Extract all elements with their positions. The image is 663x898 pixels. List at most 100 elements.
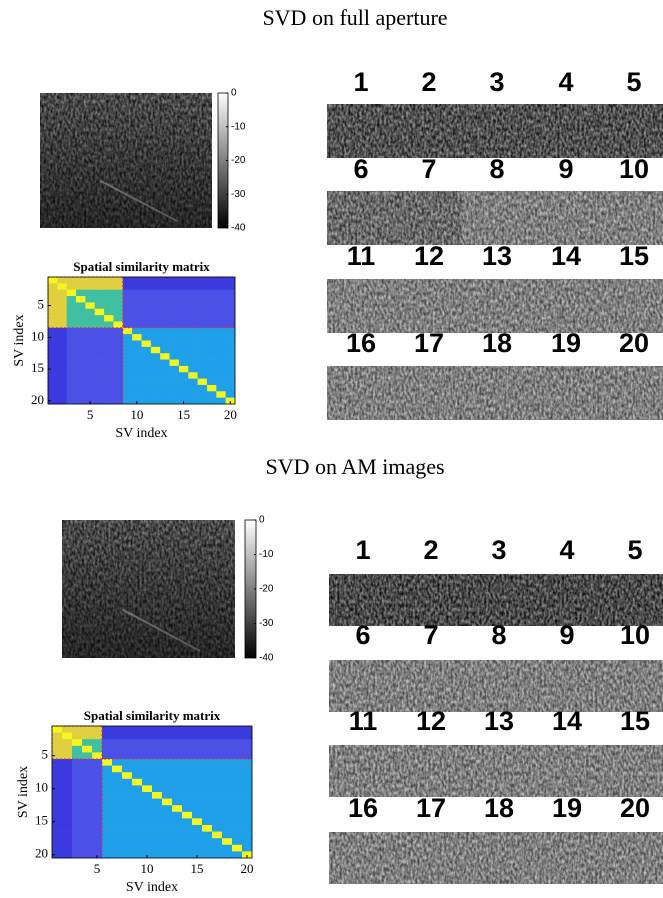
matrix-cell [92,752,103,760]
matrix-cell [192,818,203,826]
matrix-cell [192,798,203,806]
matrix-cell [202,805,213,813]
matrix-cell [141,384,152,392]
matrix-cell [232,818,243,826]
matrix-cell [57,277,67,284]
matrix-cell [48,340,58,348]
matrix-cell [169,327,180,335]
component-speckle [596,660,663,712]
component-speckle [462,660,530,712]
matrix-cell [48,334,58,341]
component-tone [596,660,663,712]
matrix-cell [112,752,123,760]
matrix-cell [178,334,189,341]
component-number: 10 [620,620,650,650]
matrix-cell [102,732,113,740]
matrix-cell [225,340,236,348]
matrix-cell [122,745,133,753]
matrix-cell [182,752,193,760]
matrix-cell [76,384,86,392]
matrix-cell [132,759,143,766]
matrix-cell [188,327,198,335]
matrix-cell [113,283,124,290]
matrix-cell [72,844,83,852]
component-tone [595,104,663,158]
matrix-cell [160,397,170,405]
matrix-cell [242,805,253,813]
matrix-cell [182,785,193,793]
matrix-cell [216,283,226,290]
matrix-cell [162,844,173,852]
matrix-cell [142,838,153,846]
matrix-cell [172,732,183,740]
matrix-cell [206,321,217,329]
matrix-cell [216,353,226,360]
matrix-cell [122,844,133,852]
matrix-cell [160,327,170,335]
matrix-cell [132,365,142,373]
matrix-cell [169,378,180,386]
matrix-cell [85,327,96,335]
matrix-cell [232,785,243,793]
matrix-cell [222,838,233,846]
matrix-cell [141,365,152,373]
matrix-cell [102,805,113,813]
matrix-cell [206,289,217,297]
matrix-cell [113,391,124,398]
matrix-cell [222,811,233,819]
matrix-cell [225,365,236,373]
component-speckle [528,366,597,420]
component-tone [327,279,395,333]
matrix-cell [242,818,253,826]
matrix-cell [85,346,96,354]
matrix-cell [197,340,208,348]
matrix-cell [172,831,183,839]
component-number: 2 [421,67,436,97]
matrix-cell [122,765,133,773]
matrix-cell [172,785,183,793]
component-speckle [529,660,597,712]
matrix-cell [52,825,63,832]
matrix-cell [216,308,226,316]
matrix-cell [222,805,233,813]
matrix-cell [57,365,67,373]
matrix-cell [202,851,213,859]
y-tick-label: 15 [35,813,48,828]
matrix-cell [48,372,58,379]
matrix-cell [72,726,83,733]
matrix-cell [216,365,226,373]
matrix-cell [66,365,77,373]
matrix-cell [152,765,163,773]
component-speckle [596,745,663,797]
matrix-cell [192,739,203,747]
matrix-cell [222,745,233,753]
matrix-cell [82,811,93,819]
matrix-cell [82,739,93,747]
x-tick-label: 20 [224,407,237,422]
matrix-cell [162,805,173,813]
matrix-cell [72,851,83,859]
matrix-cell [172,759,183,766]
matrix-cell [202,745,213,753]
matrix-cell [150,391,161,398]
matrix-cell [122,359,133,367]
matrix-cell [113,321,124,329]
matrix-cell [76,397,86,405]
matrix-cell [72,805,83,813]
matrix-cell [216,340,226,348]
matrix-cell [150,353,161,360]
matrix-cell [225,391,236,398]
matrix-cell [206,353,217,360]
matrix-cell [178,327,189,335]
matrix-cell [62,825,73,832]
matrix-cell [48,302,58,310]
matrix-cell [142,805,153,813]
matrix-cell [104,372,114,379]
matrix-cell [178,397,189,405]
matrix-cell [162,726,173,733]
matrix-cell [216,334,226,341]
matrix-cell [212,831,223,839]
matrix-cell [122,805,133,813]
matrix-cell [132,726,143,733]
matrix-cell [192,792,203,799]
